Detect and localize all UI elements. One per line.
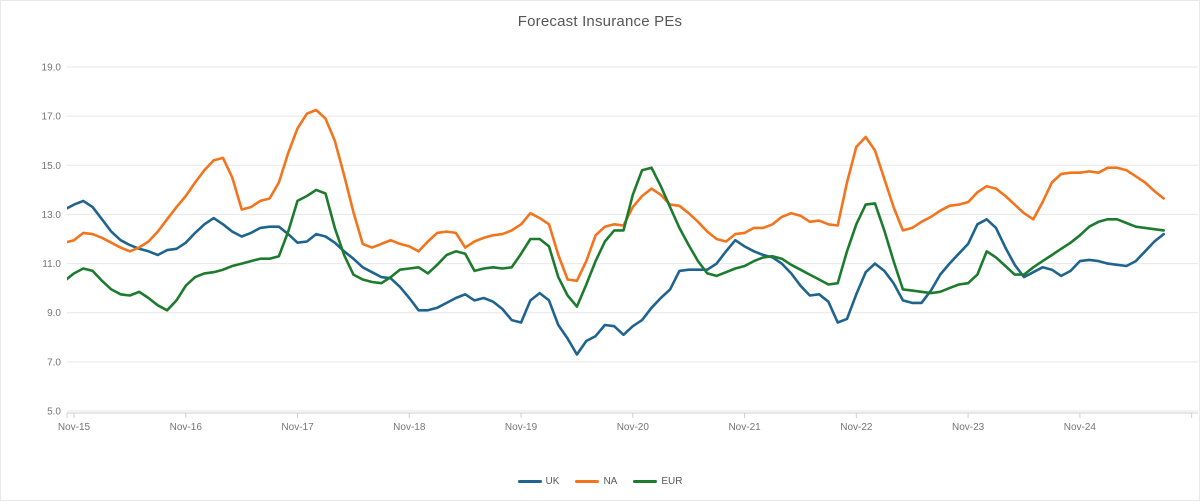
x-axis-tick-label: Nov-16 xyxy=(170,422,203,433)
x-axis-tick-label: Nov-15 xyxy=(58,422,91,433)
x-axis-tick-label: Nov-20 xyxy=(617,422,650,433)
legend-label: UK xyxy=(545,476,560,487)
x-axis-tick-label: Nov-17 xyxy=(281,422,314,433)
legend-item-eur[interactable]: EUR xyxy=(633,476,682,487)
y-axis-tick-label: 5.0 xyxy=(47,406,61,417)
series-line-eur xyxy=(67,166,1165,312)
x-axis-tick-label: Nov-19 xyxy=(505,422,538,433)
legend-label: EUR xyxy=(661,476,683,487)
y-axis-tick-label: 17.0 xyxy=(42,112,62,123)
legend-item-uk[interactable]: UK xyxy=(517,476,560,487)
y-axis-tick-label: 15.0 xyxy=(42,161,62,172)
legend-item-na[interactable]: NA xyxy=(575,476,617,487)
x-axis-tick-label: Nov-18 xyxy=(393,422,426,433)
chart-title: Forecast Insurance PEs xyxy=(517,13,683,30)
legend-swatch-na xyxy=(575,480,600,483)
y-axis-tick-label: 7.0 xyxy=(47,357,61,368)
series-line-na xyxy=(67,108,1165,283)
series-line-uk xyxy=(67,199,1165,356)
legend-swatch-eur xyxy=(633,480,658,483)
y-axis-tick-label: 19.0 xyxy=(42,63,62,74)
x-axis-tick-label: Nov-22 xyxy=(840,422,873,433)
legend: UK NA EUR xyxy=(1,476,1199,487)
y-axis-tick-label: 11.0 xyxy=(42,259,61,270)
legend-swatch-uk xyxy=(517,480,542,483)
y-axis-tick-label: 9.0 xyxy=(47,308,61,319)
x-axis-tick-label: Nov-24 xyxy=(1064,422,1097,433)
x-axis-tick-label: Nov-21 xyxy=(728,422,761,433)
x-axis-tick-label: Nov-23 xyxy=(952,422,985,433)
y-axis-tick-label: 13.0 xyxy=(42,210,62,221)
legend-label: NA xyxy=(603,476,618,487)
